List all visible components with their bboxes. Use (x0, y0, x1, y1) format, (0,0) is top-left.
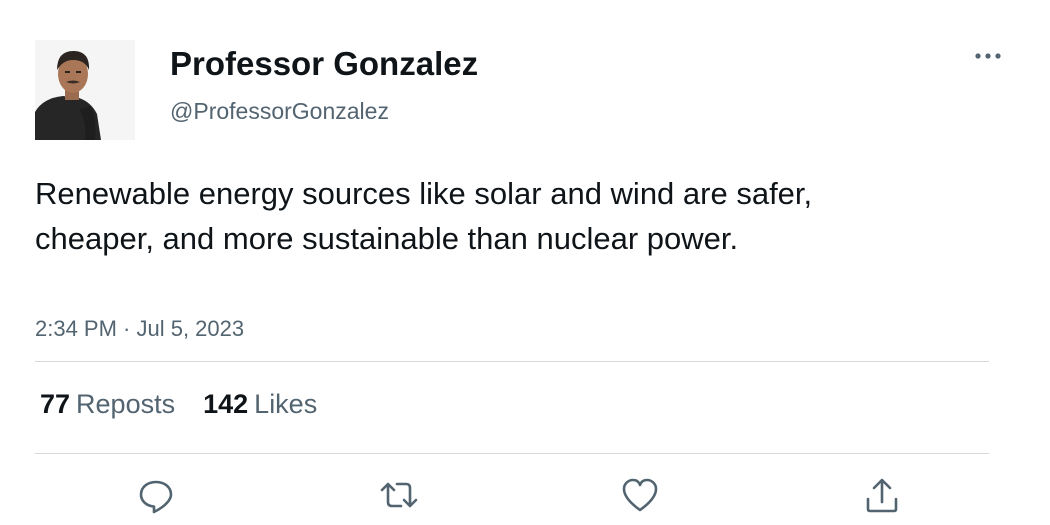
repost-icon[interactable] (379, 475, 419, 515)
display-name[interactable]: Professor Gonzalez (170, 45, 479, 82)
likes-stat[interactable]: 142 Likes (203, 387, 317, 421)
tweet-timestamp[interactable]: 2:34 PM · Jul 5, 2023 (35, 316, 245, 341)
divider (35, 361, 989, 362)
user-handle[interactable]: @ProfessorGonzalez (170, 98, 389, 124)
reposts-count: 77 (40, 389, 71, 419)
reply-icon[interactable] (136, 475, 176, 515)
tweet-stats: 77 Reposts 142 Likes (40, 387, 345, 421)
likes-label: Likes (254, 389, 318, 419)
likes-count: 142 (203, 389, 249, 419)
more-horizontal-icon[interactable] (970, 44, 1006, 68)
reposts-stat[interactable]: 77 Reposts (40, 387, 175, 421)
like-icon[interactable] (620, 475, 660, 515)
avatar[interactable] (35, 40, 135, 140)
reposts-label: Reposts (76, 389, 176, 419)
share-icon[interactable] (862, 475, 902, 515)
tweet-text: Renewable energy sources like solar and … (35, 176, 813, 256)
divider (35, 453, 989, 454)
